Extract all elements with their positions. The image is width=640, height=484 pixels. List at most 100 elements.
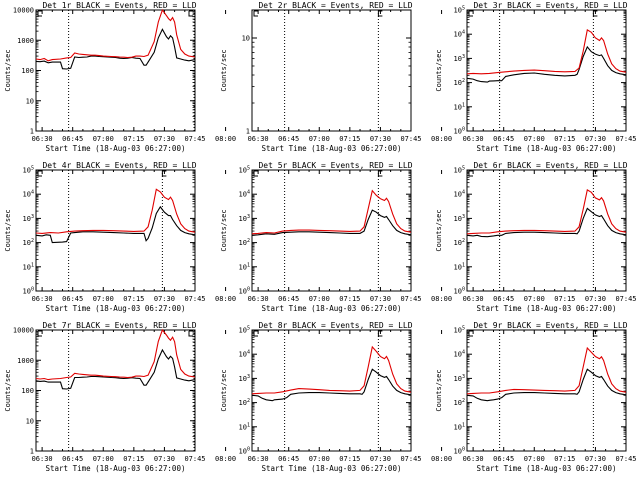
y-tick-label: 103 [454,54,465,63]
y-axis-label: Counts/sec [220,209,228,251]
x-tick-label: 07:30 [585,455,606,463]
detector-panel-8: Det 8r BLACK = Events, RED = LLD Counts/s… [220,321,452,473]
panel-title: Det 6r BLACK = Events, RED = LLD [473,161,627,170]
y-axis-label: Counts/sec [435,209,443,251]
y-tick-label: 10 [26,97,34,105]
interval-bracket [377,10,383,17]
y-tick-label: 105 [454,6,465,15]
detector-panel-1: Det 1r BLACK = Events, RED = LLD Counts/s… [4,1,236,153]
plot-frame [35,9,196,132]
x-tick-label: 06:45 [278,295,299,303]
x-axis-label: Start Time (18-Aug-03 06:27:00) [46,304,186,313]
x-tick-label: 07:45 [615,135,636,143]
plot-frame [466,9,627,132]
interval-bracket [161,170,167,177]
series-line-lld [35,188,196,234]
x-tick-label: 07:45 [615,455,636,463]
x-tick-label: 07:30 [154,135,175,143]
series-line-events [251,209,412,236]
x-tick-label: 08:00 [215,135,236,143]
series-line-events [251,368,412,402]
y-tick-label: 102 [454,398,465,407]
y-tick-label: 102 [239,238,250,247]
y-axis-label: Counts/sec [4,369,12,411]
x-tick-label: 07:00 [309,455,330,463]
y-tick-label: 101 [454,262,465,271]
y-tick-label: 1000 [17,37,34,45]
panel-title: Det 9r BLACK = Events, RED = LLD [473,321,627,330]
x-tick-label: 06:45 [62,135,83,143]
series-line-events [466,45,627,83]
x-tick-label: 06:45 [278,455,299,463]
x-tick-label: 06:30 [463,135,484,143]
y-tick-label: 102 [239,398,250,407]
plot-frame [35,169,196,292]
plot-frame [251,169,412,292]
y-tick-label: 1 [30,448,34,456]
x-tick-label: 07:15 [554,135,575,143]
x-tick-label: 07:30 [370,135,391,143]
y-tick-label: 105 [23,166,34,175]
panel-title: Det 7r BLACK = Events, RED = LLD [42,321,196,330]
series-line-lld [35,328,196,381]
y-axis-label: Counts/sec [220,49,228,91]
series-line-events [466,207,627,238]
series-line-lld [251,345,412,395]
series-line-lld [35,8,196,62]
interval-bracket [468,170,473,177]
interval-bracket [253,330,258,337]
x-axis-label: Start Time (18-Aug-03 06:27:00) [46,464,186,473]
x-tick-label: 07:15 [123,455,144,463]
y-tick-label: 10000 [13,327,34,335]
y-tick-label: 103 [23,214,34,223]
y-tick-label: 101 [239,422,250,431]
y-tick-label: 100 [21,67,34,75]
x-axis-label: Start Time (18-Aug-03 06:27:00) [477,304,617,313]
x-tick-label: 06:45 [493,295,514,303]
y-tick-label: 105 [239,326,250,335]
y-tick-label: 104 [239,350,250,359]
interval-bracket [253,170,258,177]
y-tick-label: 101 [23,262,34,271]
x-tick-label: 06:30 [463,295,484,303]
x-tick-label: 06:30 [248,135,269,143]
panel-title: Det 3r BLACK = Events, RED = LLD [473,1,627,10]
interval-bracket [468,330,473,337]
y-tick-label: 105 [239,166,250,175]
y-axis-label: Counts/sec [4,209,12,251]
series-line-lld [251,189,412,235]
x-tick-label: 08:00 [215,295,236,303]
series-line-events [35,205,196,244]
x-tick-label: 07:00 [93,455,114,463]
y-tick-label: 100 [23,287,34,296]
x-tick-label: 07:15 [554,455,575,463]
y-tick-label: 10000 [13,7,34,15]
x-tick-label: 08:00 [431,135,452,143]
y-tick-label: 105 [454,166,465,175]
x-tick-label: 07:00 [93,295,114,303]
x-tick-label: 06:45 [493,135,514,143]
x-tick-label: 07:15 [554,295,575,303]
x-tick-label: 06:45 [62,295,83,303]
x-axis-label: Start Time (18-Aug-03 06:27:00) [262,304,402,313]
x-tick-label: 06:45 [493,455,514,463]
y-axis-label: Counts/sec [220,369,228,411]
interval-bracket [37,170,42,177]
x-tick-label: 07:00 [524,295,545,303]
y-tick-label: 104 [454,190,465,199]
x-tick-label: 07:15 [339,295,360,303]
interval-bracket [37,330,42,337]
y-tick-label: 1 [30,128,34,136]
x-axis-label: Start Time (18-Aug-03 06:27:00) [477,464,617,473]
panel-title: Det 5r BLACK = Events, RED = LLD [258,161,412,170]
plot-frame [35,329,196,452]
y-tick-label: 104 [454,350,465,359]
plot-frame [251,329,412,452]
y-tick-label: 104 [239,190,250,199]
y-tick-label: 1 [246,128,250,136]
y-tick-label: 102 [454,238,465,247]
interval-bracket [377,330,383,337]
series-line-events [35,348,196,390]
